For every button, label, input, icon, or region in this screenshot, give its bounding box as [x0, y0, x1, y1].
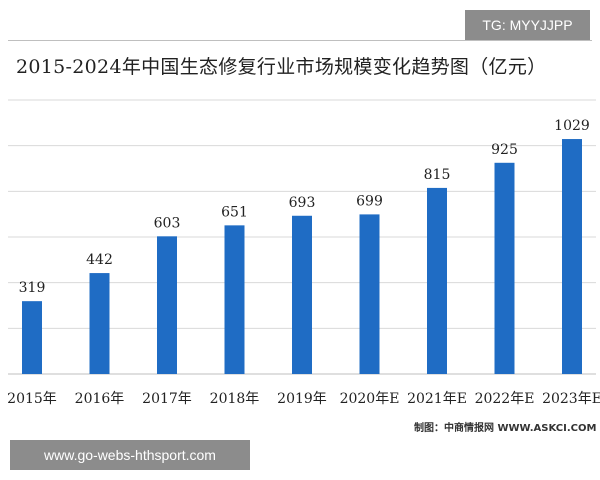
bar-2020年E [359, 214, 380, 374]
data-label: 693 [289, 195, 316, 211]
data-label: 319 [19, 280, 46, 296]
bar-2019年 [292, 215, 312, 374]
bars [22, 139, 582, 374]
x-tick-label: 2019年 [277, 391, 327, 407]
data-label: 1029 [554, 118, 590, 134]
bar-2015年 [22, 301, 42, 374]
chart-title: 2015-2024年中国生态修复行业市场规模变化趋势图（亿元） [16, 56, 547, 78]
data-label: 651 [221, 204, 248, 220]
x-tick-label: 2018年 [210, 391, 260, 407]
bar-2021年E [427, 187, 447, 374]
x-tick-labels: 2015年 2016年 2017年 2018年 2019年 2020年E 2021年E 202… [7, 391, 600, 407]
x-tick-label: 2021年E [407, 391, 467, 407]
bar-2022年E [494, 162, 515, 374]
bar-2018年 [224, 225, 245, 374]
data-label: 815 [424, 167, 451, 183]
x-tick-label: 2022年E [475, 391, 535, 407]
data-label: 699 [356, 193, 383, 209]
x-tick-label: 2016年 [75, 391, 125, 407]
source-note: 制图：中商情报网 WWW.ASKCI.COM [414, 423, 597, 434]
x-tick-label: 2020年E [340, 391, 400, 407]
x-tick-label: 2023年E [542, 391, 600, 407]
x-tick-label: 2015年 [7, 391, 57, 407]
top-divider [8, 40, 592, 41]
data-label: 603 [154, 215, 181, 231]
bar-2017年 [157, 236, 177, 374]
watermark-tg: TG: MYYJJPP [465, 10, 590, 40]
watermark-url: www.go-webs-hthsport.com [10, 440, 250, 470]
bar-2023年E [562, 139, 582, 374]
bar-2016年 [89, 273, 110, 374]
x-tick-label: 2017年 [142, 391, 192, 407]
data-label: 925 [491, 142, 518, 158]
data-labels: 319 442 603 651 693 699 815 925 1029 [19, 118, 590, 296]
data-label: 442 [86, 252, 113, 268]
